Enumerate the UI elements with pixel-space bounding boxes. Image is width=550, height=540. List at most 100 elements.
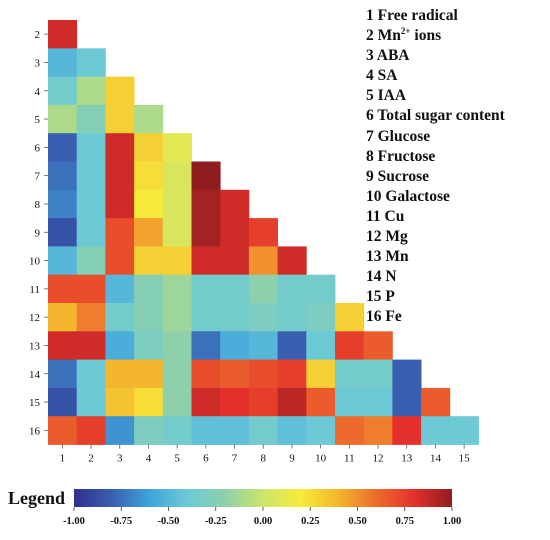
heatmap-cell-13-4 — [134, 331, 164, 360]
heatmap-cell-4-2 — [76, 76, 106, 106]
variable-list-item: 4 SA — [366, 67, 398, 85]
heatmap-cell-3-1 — [48, 48, 78, 77]
heatmap-cell-10-3 — [105, 246, 135, 276]
heatmap-cell-15-2 — [76, 387, 106, 417]
heatmap-cell-10-7 — [220, 246, 250, 276]
heatmap-cell-11-9 — [277, 274, 307, 304]
column-tick-labels: 1 2 3 4 5 6 7 8 9 10 11 12 13 14 15 — [60, 444, 471, 465]
heatmap-cell-16-7 — [220, 416, 250, 445]
colorbar-tick-label: 0.00 — [254, 516, 272, 527]
heatmap-cell-9-7 — [220, 218, 250, 247]
heatmap-cell-12-7 — [220, 303, 250, 332]
heatmap-cell-15-14 — [421, 387, 451, 417]
heatmap-cell-12-11 — [335, 303, 365, 332]
heatmap-cell-9-6 — [191, 218, 221, 247]
heatmap-cell-12-6 — [191, 303, 221, 332]
column-tick-label: 15 — [459, 453, 471, 465]
column-tick-label: 4 — [146, 453, 152, 465]
heatmap-cell-5-1 — [48, 104, 78, 134]
heatmap-cells — [48, 20, 479, 445]
heatmap-cell-8-7 — [220, 189, 250, 219]
variable-list-item: 10 Galactose — [366, 187, 450, 205]
legend-title: Legend — [8, 488, 66, 508]
column-tick-label: 7 — [232, 453, 238, 465]
heatmap-cell-11-5 — [162, 274, 192, 304]
heatmap-cell-15-9 — [277, 387, 307, 417]
heatmap-cell-8-2 — [76, 189, 106, 219]
heatmap-cell-16-10 — [306, 416, 336, 445]
heatmap-cell-9-2 — [76, 218, 106, 247]
heatmap-cell-11-7 — [220, 274, 250, 304]
heatmap-cell-13-5 — [162, 331, 192, 360]
row-tick-label: 11 — [29, 284, 40, 296]
heatmap-cell-7-6 — [191, 161, 221, 191]
heatmap-cell-2-1 — [48, 20, 78, 49]
variable-list: 1 Free radical 2 Mn2+ ions 3 ABA 4 SA 5 IAA 6… — [366, 6, 505, 328]
heatmap-cell-14-7 — [220, 359, 250, 389]
heatmap-cell-13-1 — [48, 331, 78, 360]
variable-list-item: 5 IAA — [366, 87, 407, 105]
colorbar-tick-label: -1.00 — [63, 516, 85, 527]
row-tick-label: 7 — [35, 171, 41, 183]
column-tick-label: 5 — [174, 453, 180, 465]
row-tick-label: 12 — [29, 312, 40, 324]
variable-list-item: 6 Total sugar content — [366, 107, 505, 125]
heatmap-cell-15-13 — [392, 387, 422, 417]
heatmap-cell-10-8 — [248, 246, 278, 276]
row-tick-label: 4 — [35, 86, 41, 98]
colorbar-tick-label: -0.75 — [110, 516, 132, 527]
heatmap-cell-16-6 — [191, 416, 221, 445]
colorbar-tick-label: -0.25 — [205, 516, 227, 527]
colorbar-tick-label: 0.75 — [396, 516, 414, 527]
heatmap-cell-8-1 — [48, 189, 78, 219]
colorbar-tick-label: -0.50 — [158, 516, 180, 527]
heatmap-cell-13-9 — [277, 331, 307, 360]
heatmap-cell-15-6 — [191, 387, 221, 417]
heatmap-cell-15-11 — [335, 387, 365, 417]
variable-list-item: 9 Sucrose — [366, 167, 430, 185]
variable-list-item: 13 Mn — [366, 248, 409, 266]
variable-list-item: 12 Mg — [366, 228, 408, 246]
row-tick-label: 9 — [35, 227, 41, 239]
colorbar-tick-labels: -1.00 -0.75 -0.50 -0.25 0.00 0.25 0.50 0.75 1.00 — [63, 507, 461, 527]
variable-list-item: 3 ABA — [366, 47, 410, 65]
row-tick-label: 3 — [35, 57, 41, 69]
heatmap-cell-16-1 — [48, 416, 78, 445]
heatmap-cell-14-9 — [277, 359, 307, 389]
heatmap-cell-11-1 — [48, 274, 78, 304]
heatmap-cell-10-2 — [76, 246, 106, 276]
heatmap-cell-16-5 — [162, 416, 192, 445]
row-tick-label: 10 — [29, 256, 41, 268]
heatmap-cell-11-8 — [248, 274, 278, 304]
heatmap-cell-16-4 — [134, 416, 164, 445]
heatmap-cell-14-3 — [105, 359, 135, 389]
variable-list-item: 7 Glucose — [366, 127, 431, 145]
variable-list-item: 1 Free radical — [366, 7, 458, 24]
heatmap-cell-7-4 — [134, 161, 164, 191]
heatmap-cell-8-6 — [191, 189, 221, 219]
heatmap-cell-5-3 — [105, 104, 135, 134]
column-tick-label: 1 — [60, 453, 66, 465]
heatmap-cell-10-1 — [48, 246, 78, 276]
heatmap-cell-5-2 — [76, 104, 106, 134]
heatmap-cell-11-3 — [105, 274, 135, 304]
heatmap-cell-14-4 — [134, 359, 164, 389]
row-tick-labels: 2 3 4 5 6 7 8 9 10 11 12 13 14 15 16 — [29, 29, 48, 437]
heatmap-cell-10-9 — [277, 246, 307, 276]
heatmap-cell-16-14 — [421, 416, 451, 445]
heatmap-cell-16-12 — [363, 416, 393, 445]
heatmap-cell-16-11 — [335, 416, 365, 445]
column-tick-label: 9 — [289, 453, 295, 465]
heatmap-cell-13-2 — [76, 331, 106, 360]
heatmap-cell-4-3 — [105, 76, 135, 106]
heatmap-cell-7-1 — [48, 161, 78, 191]
heatmap-cell-9-4 — [134, 218, 164, 247]
column-tick-label: 8 — [261, 453, 267, 465]
heatmap-cell-13-7 — [220, 331, 250, 360]
heatmap-cell-14-1 — [48, 359, 78, 389]
heatmap-cell-14-13 — [392, 359, 422, 389]
heatmap-cell-15-8 — [248, 387, 278, 417]
heatmap-cell-7-5 — [162, 161, 192, 191]
heatmap-cell-16-13 — [392, 416, 422, 445]
colorbar-tick-label: 0.50 — [348, 516, 366, 527]
